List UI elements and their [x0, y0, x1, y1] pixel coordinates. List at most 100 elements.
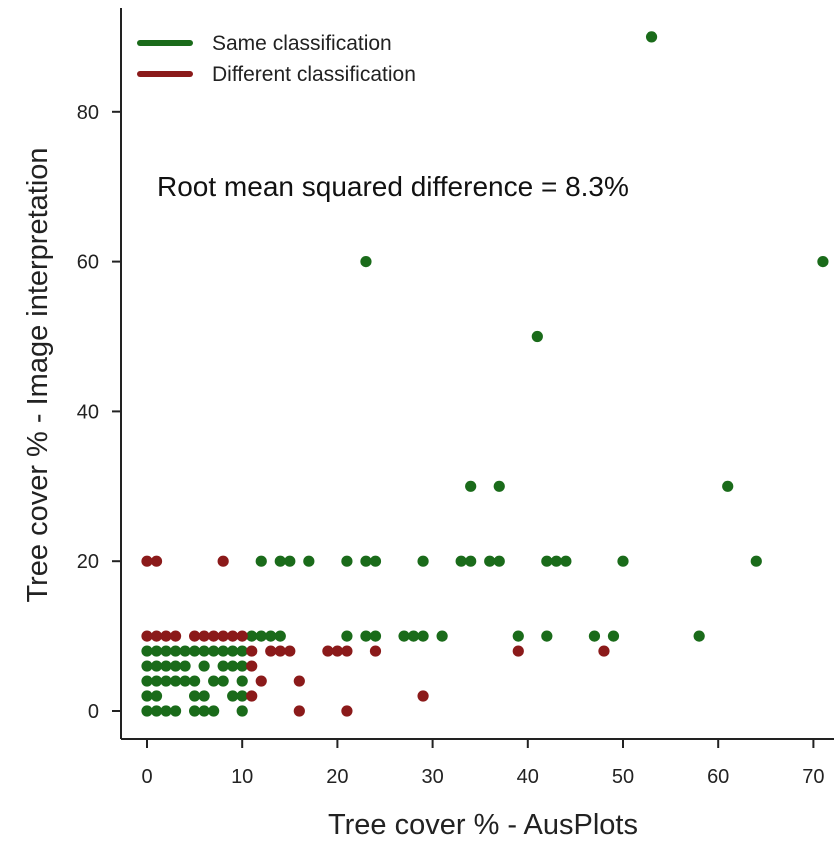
legend-label-same: Same classification — [212, 32, 392, 55]
data-point — [493, 555, 505, 567]
x-ticks: 0 10 20 30 40 50 60 70 — [141, 739, 825, 788]
data-point — [150, 660, 163, 672]
data-point — [208, 705, 220, 717]
data-point — [407, 630, 420, 642]
series-0 — [141, 31, 829, 717]
y-tick-label: 0 — [88, 701, 99, 723]
data-point — [360, 256, 372, 268]
data-point — [588, 630, 601, 642]
data-point — [217, 645, 229, 657]
y-tick-label: 20 — [77, 551, 99, 573]
data-point — [750, 555, 762, 567]
data-point — [550, 555, 562, 567]
data-point — [693, 630, 705, 642]
data-point — [150, 555, 163, 567]
data-point — [465, 480, 477, 492]
axes — [120, 8, 834, 740]
data-point — [598, 645, 610, 657]
data-point — [265, 645, 277, 657]
data-point — [169, 660, 182, 672]
data-point — [198, 690, 210, 702]
data-point — [208, 675, 220, 687]
data-point — [274, 555, 286, 567]
y-axis-title: Tree cover % - Image interpretation — [22, 147, 54, 602]
data-point — [722, 480, 734, 492]
data-point — [150, 645, 163, 657]
data-point — [150, 690, 163, 702]
data-point — [160, 705, 172, 717]
legend: Same classification Different classifica… — [137, 32, 416, 86]
data-point — [246, 660, 258, 672]
data-point — [217, 630, 229, 642]
annotation-rmsd: Root mean squared difference = 8.3% — [157, 171, 629, 202]
x-tick-label: 70 — [802, 766, 824, 788]
data-point — [141, 705, 153, 717]
data-point — [331, 645, 343, 657]
x-tick-label: 20 — [326, 766, 348, 788]
data-point — [484, 555, 496, 567]
data-point — [141, 660, 153, 672]
data-point — [607, 630, 620, 642]
data-point — [817, 256, 829, 268]
data-point — [265, 630, 277, 642]
data-point — [341, 705, 353, 717]
data-point — [512, 645, 524, 657]
data-point — [179, 660, 191, 672]
data-point — [236, 660, 248, 672]
data-point — [274, 630, 286, 642]
data-points — [141, 31, 829, 717]
data-point — [217, 555, 229, 567]
data-point — [189, 630, 201, 642]
data-point — [169, 675, 182, 687]
data-point — [531, 330, 543, 343]
data-point — [150, 630, 163, 642]
data-point — [141, 555, 153, 567]
data-point — [341, 555, 353, 567]
data-point — [198, 645, 210, 657]
x-tick-label: 40 — [517, 766, 539, 788]
data-point — [303, 555, 315, 567]
data-point — [150, 705, 163, 717]
data-point — [465, 555, 477, 567]
data-point — [236, 690, 248, 702]
x-tick-label: 0 — [141, 766, 152, 788]
legend-label-different: Different classification — [212, 63, 416, 86]
data-point — [284, 645, 296, 657]
data-point — [198, 705, 210, 717]
data-point — [360, 630, 372, 642]
data-point — [246, 630, 258, 642]
data-point — [417, 690, 429, 702]
data-point — [246, 645, 258, 657]
data-point — [208, 630, 220, 642]
x-tick-label: 10 — [231, 766, 253, 788]
y-tick-label: 80 — [77, 102, 99, 124]
data-point — [236, 645, 248, 657]
data-point — [169, 705, 182, 717]
data-point — [160, 645, 172, 657]
data-point — [417, 630, 429, 642]
data-point — [246, 690, 258, 702]
data-point — [189, 645, 201, 657]
data-point — [236, 675, 248, 687]
data-point — [141, 630, 153, 642]
data-point — [398, 630, 410, 642]
data-point — [160, 660, 172, 672]
x-tick-label: 60 — [707, 766, 729, 788]
data-point — [617, 555, 629, 567]
data-point — [227, 630, 239, 642]
data-point — [160, 630, 172, 642]
data-point — [227, 690, 239, 702]
data-point — [369, 645, 382, 657]
data-point — [198, 630, 210, 642]
data-point — [160, 675, 172, 687]
data-point — [455, 555, 467, 567]
data-point — [512, 630, 524, 642]
data-point — [274, 645, 286, 657]
data-point — [217, 675, 229, 687]
data-point — [255, 630, 267, 642]
y-tick-label: 40 — [77, 401, 99, 423]
data-point — [417, 555, 429, 567]
data-point — [179, 645, 191, 657]
data-point — [493, 480, 505, 492]
